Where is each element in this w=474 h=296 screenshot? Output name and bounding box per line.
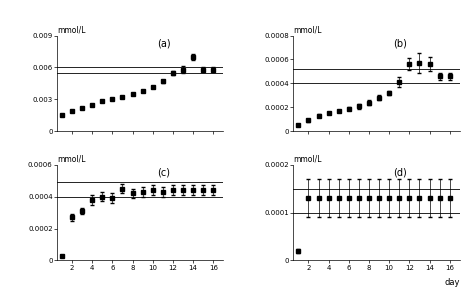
Text: mmol/L: mmol/L xyxy=(293,155,322,164)
Text: mmol/L: mmol/L xyxy=(57,155,85,164)
Text: (a): (a) xyxy=(157,38,170,48)
Text: mmol/L: mmol/L xyxy=(57,25,85,35)
Text: mmol/L: mmol/L xyxy=(293,25,322,35)
Text: (d): (d) xyxy=(393,168,407,178)
Text: (b): (b) xyxy=(393,38,407,48)
Text: (c): (c) xyxy=(157,168,170,178)
Text: day: day xyxy=(444,278,460,287)
